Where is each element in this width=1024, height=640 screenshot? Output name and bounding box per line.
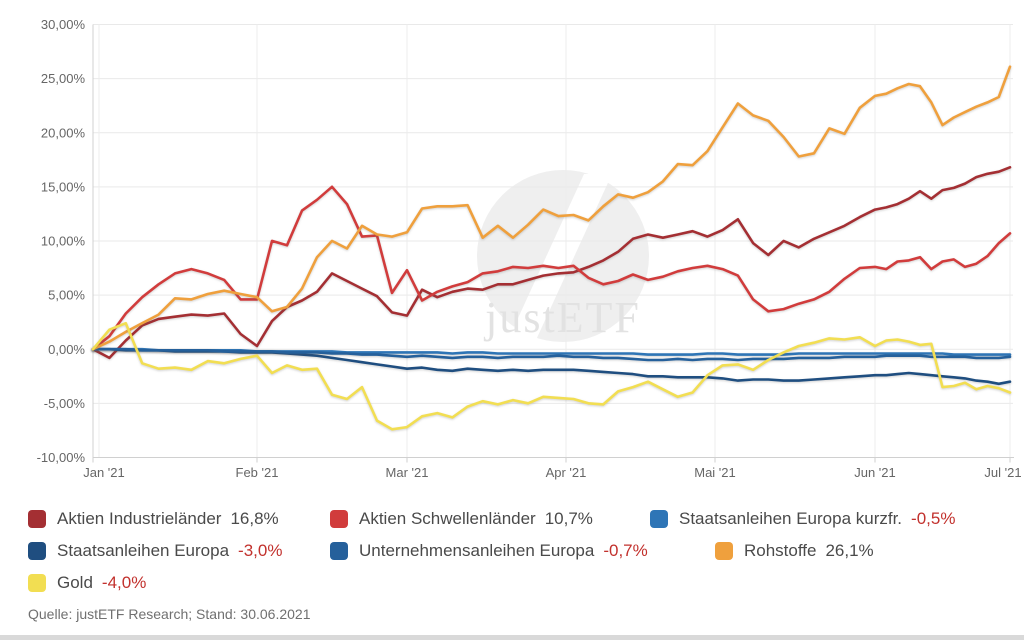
y-axis-label: 5,00% xyxy=(48,288,85,303)
legend-label: Aktien Schwellenländer xyxy=(359,509,536,528)
legend-swatch-gold xyxy=(28,574,46,592)
legend-value: 26,1% xyxy=(825,541,874,560)
x-axis-label: Mar '21 xyxy=(386,465,429,480)
legend-label: Gold xyxy=(57,573,93,592)
y-axis-label: 0,00% xyxy=(48,342,85,357)
y-axis-label: 15,00% xyxy=(41,179,86,194)
y-axis-label: 25,00% xyxy=(41,71,86,86)
legend-value: -0,5% xyxy=(911,509,956,528)
x-axis-label: Jan '21 xyxy=(83,465,125,480)
watermark-text: justETF xyxy=(483,293,641,342)
series-line-rohstoffe xyxy=(91,65,1012,351)
legend-label: Staatsanleihen Europa xyxy=(57,541,230,560)
x-axis-label: Apr '21 xyxy=(546,465,587,480)
series-line-industrielaender xyxy=(91,166,1012,360)
legend-item-kurzfristig[interactable]: Staatsanleihen Europa kurzfr. -0,5% xyxy=(650,509,955,529)
legend-item-unternehmensanleihen[interactable]: Unternehmensanleihen Europa -0,7% xyxy=(330,541,648,561)
y-axis-label: -5,00% xyxy=(44,396,86,411)
legend-item-gold[interactable]: Gold -4,0% xyxy=(28,573,146,593)
legend-item-staatsanleihen[interactable]: Staatsanleihen Europa -3,0% xyxy=(28,541,282,561)
legend-value: 10,7% xyxy=(544,509,593,528)
series-line-unternehmensanleihen xyxy=(91,347,1012,362)
x-axis-label: Feb '21 xyxy=(236,465,279,480)
legend-label: Staatsanleihen Europa kurzfr. xyxy=(679,509,903,528)
legend-value: -3,0% xyxy=(238,541,283,560)
series-line-gold xyxy=(91,321,1012,431)
page-bottom-divider xyxy=(0,635,1024,640)
source-note: Quelle: justETF Research; Stand: 30.06.2… xyxy=(28,606,311,622)
x-axis-label: Jun '21 xyxy=(854,465,896,480)
legend-label: Aktien Industrieländer xyxy=(57,509,222,528)
legend-swatch-staatsanleihen xyxy=(28,542,46,560)
legend-swatch-industrielaender xyxy=(28,510,46,528)
legend-swatch-kurzfristig xyxy=(650,510,668,528)
legend-label: Unternehmensanleihen Europa xyxy=(359,541,595,560)
legend-value: -0,7% xyxy=(603,541,648,560)
y-axis-label: 10,00% xyxy=(41,234,86,249)
legend-swatch-rohstoffe xyxy=(715,542,733,560)
legend-value: 16,8% xyxy=(230,509,279,528)
y-axis-label: 30,00% xyxy=(41,17,86,32)
series-line-schwellenlaender xyxy=(91,185,1012,351)
legend-swatch-unternehmensanleihen xyxy=(330,542,348,560)
y-axis-label: 20,00% xyxy=(41,125,86,140)
legend-label: Rohstoffe xyxy=(744,541,817,560)
performance-chart: justETF 30,00% 25,00% 20,00% 15,00% 10,00% 5,0… xyxy=(37,17,1022,480)
x-axis-label: Jul '21 xyxy=(984,465,1021,480)
x-axis-label: Mai '21 xyxy=(694,465,736,480)
legend-value: -4,0% xyxy=(101,573,147,592)
justetf-watermark: justETF xyxy=(477,170,649,342)
legend-swatch-schwellenlaender xyxy=(330,510,348,528)
legend-item-schwellenlaender[interactable]: Aktien Schwellenländer 10,7% xyxy=(330,509,593,529)
performance-chart-svg: justETF 30,00% 25,00% 20,00% 15,00% 10,00% 5,0… xyxy=(37,17,1022,480)
legend-item-industrielaender[interactable]: Aktien Industrieländer 16,8% xyxy=(28,509,279,529)
legend-item-rohstoffe[interactable]: Rohstoffe 26,1% xyxy=(715,541,874,561)
y-axis-label: -10,00% xyxy=(37,450,86,465)
